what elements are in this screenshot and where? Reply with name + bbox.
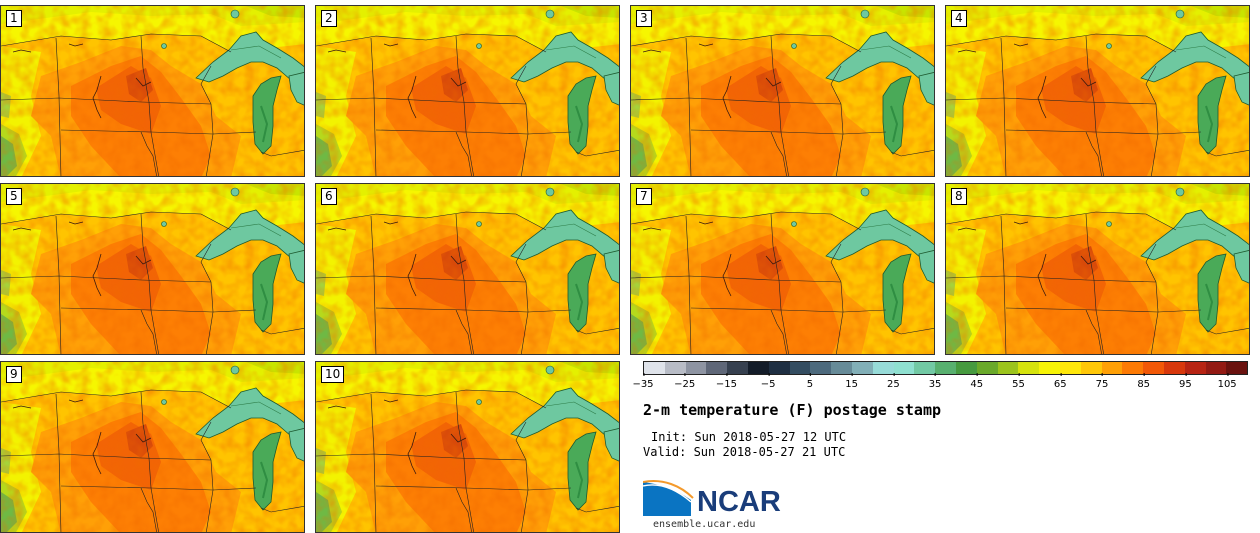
member-map-5: 5 [0, 183, 305, 355]
colorbar-segment [1163, 362, 1185, 374]
colorbar-segment [1205, 362, 1227, 374]
map-image [316, 6, 620, 177]
colorbar-tick-label: 105 [1218, 373, 1237, 390]
member-map-10: 10 [315, 361, 620, 533]
colorbar-segment [1039, 362, 1060, 374]
colorbar-tick-label: −5 [761, 373, 776, 390]
colorbar-segment [810, 362, 832, 374]
colorbar-segment [1080, 362, 1102, 374]
colorbar-segment [664, 362, 686, 374]
colorbar-segment [685, 362, 707, 374]
plot-title: 2-m temperature (F) postage stamp [643, 401, 942, 419]
colorbar-segment [747, 362, 769, 374]
colorbar-tick-label: 45 [970, 373, 983, 390]
colorbar-segment [1122, 362, 1144, 374]
colorbar-segment [727, 362, 748, 374]
member-label: 4 [951, 10, 967, 27]
colorbar-tick-label: 75 [1096, 373, 1108, 390]
member-label: 9 [6, 366, 22, 383]
map-image [316, 184, 620, 355]
map-image [316, 362, 620, 533]
member-map-8: 8 [945, 183, 1250, 355]
valid-time: Valid: Sun 2018-05-27 21 UTC [643, 445, 846, 459]
site-url: ensemble.ucar.edu [653, 519, 756, 530]
colorbar-segment [1226, 362, 1248, 374]
member-label: 6 [321, 188, 337, 205]
colorbar-segment [976, 362, 998, 374]
member-label: 7 [636, 188, 652, 205]
colorbar-segment [644, 362, 665, 374]
member-map-6: 6 [315, 183, 620, 355]
map-image [631, 6, 935, 177]
colorbar-tick-label: 85 [1137, 373, 1150, 390]
logo-text: NCAR [697, 486, 781, 518]
colorbar-segment [914, 362, 936, 374]
colorbar-segment [955, 362, 977, 374]
map-image [1, 362, 305, 533]
init-time: Init: Sun 2018-05-27 12 UTC [651, 430, 847, 444]
colorbar-tick-label: 65 [1054, 373, 1067, 390]
member-label: 5 [6, 188, 22, 205]
map-image [946, 6, 1250, 177]
member-label: 1 [6, 10, 22, 27]
colorbar-tick-label: 35 [929, 373, 941, 390]
colorbar-tick-label: 25 [887, 373, 900, 390]
colorbar-tick-label: 55 [1012, 373, 1025, 390]
colorbar-segment [768, 362, 790, 374]
colorbar-segment [831, 362, 852, 374]
colorbar-segment [872, 362, 894, 374]
colorbar-segment [1101, 362, 1123, 374]
map-image [1, 6, 305, 177]
colorbar-segment [997, 362, 1019, 374]
colorbar-segment [706, 362, 728, 374]
map-image [946, 184, 1250, 355]
member-map-7: 7 [630, 183, 935, 355]
map-image [631, 184, 935, 355]
colorbar-segment [893, 362, 915, 374]
member-map-1: 1 [0, 5, 305, 177]
member-map-9: 9 [0, 361, 305, 533]
member-map-2: 2 [315, 5, 620, 177]
colorbar-segment [1018, 362, 1040, 374]
colorbar-tick-label: −25 [674, 373, 695, 390]
member-label: 10 [321, 366, 345, 383]
colorbar-tick-label: 5 [807, 373, 813, 390]
colorbar-segment [851, 362, 873, 374]
colorbar-ticks: −35−25−15−55152535455565758595105115 [632, 373, 1260, 391]
member-label: 2 [321, 10, 337, 27]
colorbar-tick-label: 95 [1179, 373, 1192, 390]
member-map-3: 3 [630, 5, 935, 177]
colorbar-segment [789, 362, 811, 374]
colorbar-segment [1143, 362, 1164, 374]
member-label: 3 [636, 10, 652, 27]
colorbar-tick-label: −15 [716, 373, 737, 390]
colorbar-segment [1184, 362, 1206, 374]
member-map-4: 4 [945, 5, 1250, 177]
colorbar-segment [935, 362, 956, 374]
temperature-colorbar [643, 361, 1248, 375]
ncar-logo-icon [643, 480, 694, 516]
map-image [1, 184, 305, 355]
colorbar-segment [1059, 362, 1081, 374]
member-label: 8 [951, 188, 967, 205]
colorbar-tick-label: 15 [845, 373, 858, 390]
colorbar-tick-label: −35 [632, 373, 654, 390]
